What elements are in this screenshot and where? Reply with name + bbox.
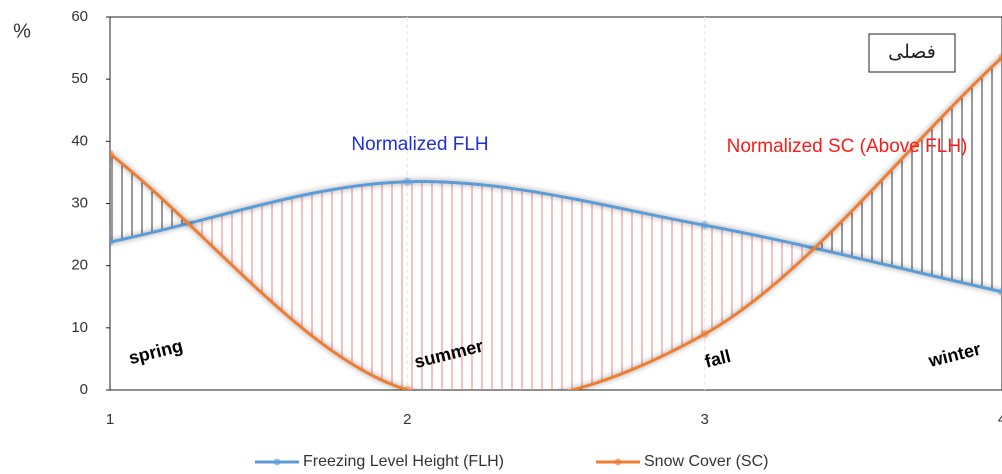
annotation: summer — [412, 336, 485, 372]
y-tick-label: 50 — [71, 70, 88, 87]
x-tick-label: 3 — [700, 411, 708, 428]
series-line — [110, 180, 1002, 294]
x-tick-label: 2 — [403, 411, 411, 428]
data-point — [110, 238, 114, 247]
data-point — [700, 330, 709, 339]
data-point — [998, 287, 1002, 296]
x-tick-label: 1 — [106, 411, 114, 428]
annotation: spring — [127, 335, 185, 368]
y-tick-label: 0 — [80, 381, 88, 398]
legend-label: Freezing Level Height (FLH) — [303, 453, 504, 470]
plot-frame — [109, 16, 1002, 391]
y-tick-label: 20 — [71, 257, 88, 274]
y-axis-label: % — [13, 20, 31, 42]
series-line — [110, 56, 1002, 390]
y-tick-label: 40 — [71, 132, 88, 149]
plot-area — [110, 53, 1002, 390]
data-point — [403, 386, 412, 390]
annotation: winter — [926, 339, 983, 371]
y-tick-label: 10 — [71, 319, 88, 336]
legend-label: Snow Cover (SC) — [644, 453, 768, 470]
legend-marker — [273, 458, 281, 466]
legend-marker — [614, 458, 622, 466]
annotation: فصلی — [888, 42, 936, 63]
y-tick-label: 60 — [71, 8, 88, 25]
y-tick-label: 30 — [71, 194, 88, 211]
x-tick-label: 4 — [998, 411, 1002, 428]
annotation-box — [868, 33, 956, 73]
annotation: Normalized SC (Above FLH) — [727, 136, 968, 157]
data-point — [403, 177, 412, 186]
annotation: Normalized FLH — [351, 134, 488, 155]
annotation: fall — [703, 346, 733, 372]
data-point — [998, 53, 1002, 62]
data-point — [110, 149, 114, 158]
data-point — [700, 221, 709, 230]
